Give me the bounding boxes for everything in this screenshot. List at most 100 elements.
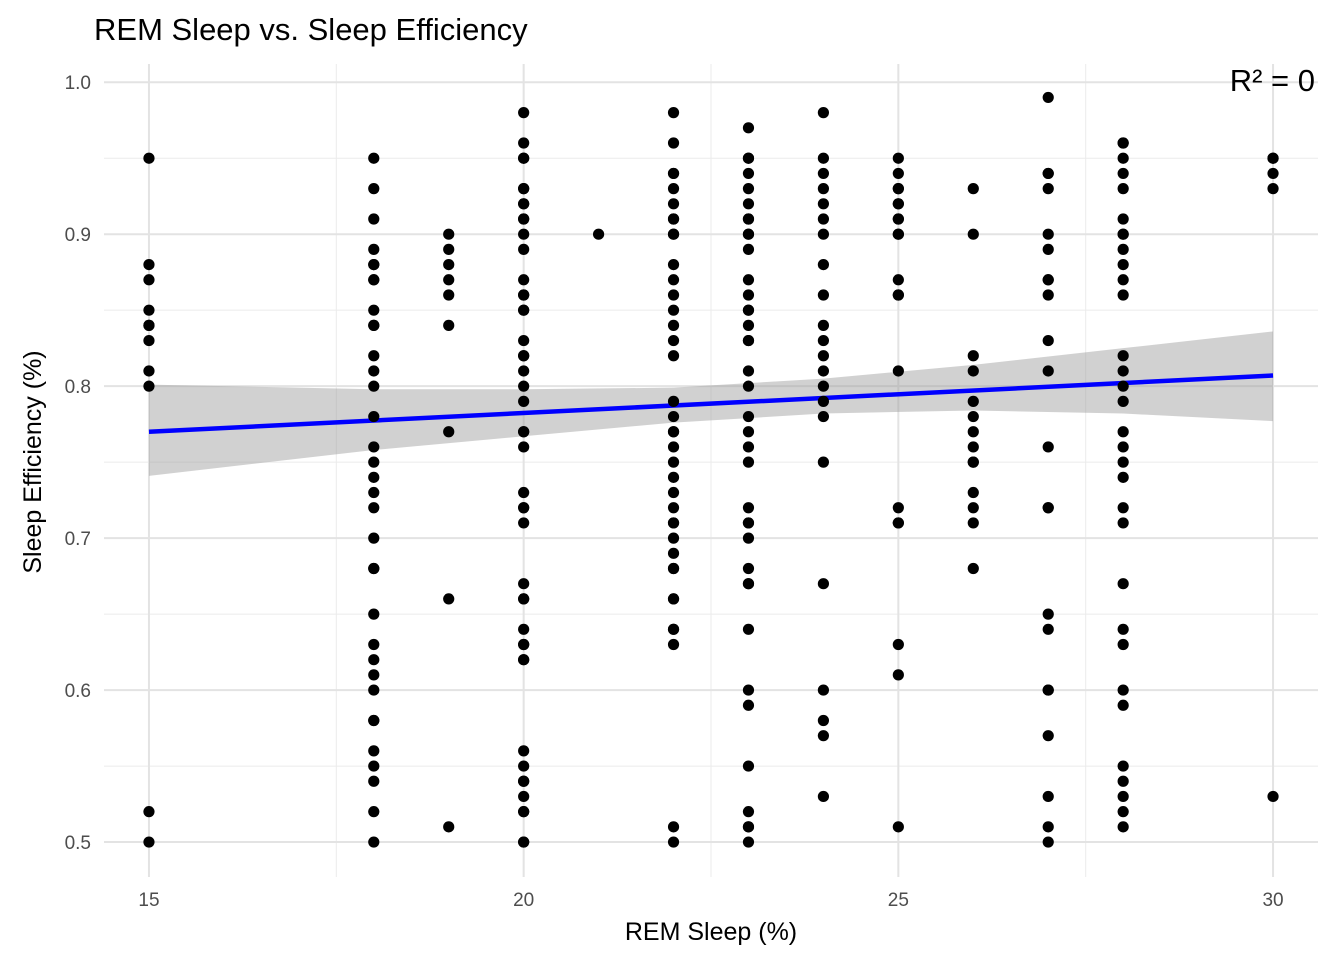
data-point — [742, 578, 755, 590]
data-point — [1042, 821, 1054, 833]
data-point — [817, 395, 830, 407]
data-point — [817, 714, 830, 727]
data-point — [742, 562, 755, 575]
data-point — [518, 593, 530, 605]
data-point — [817, 334, 830, 347]
data-point — [518, 365, 530, 377]
data-point — [1042, 183, 1054, 195]
data-point — [1117, 380, 1129, 392]
data-point — [967, 517, 979, 529]
data-point — [368, 258, 380, 271]
data-point — [742, 836, 755, 848]
data-point — [667, 623, 680, 635]
data-point — [368, 471, 380, 483]
data-point — [368, 304, 380, 316]
data-point — [518, 183, 530, 195]
data-point — [1117, 258, 1129, 271]
data-point — [667, 304, 680, 316]
data-point — [518, 228, 530, 240]
data-point — [892, 517, 904, 529]
data-point — [967, 365, 979, 377]
data-point — [368, 775, 380, 787]
data-point — [892, 228, 904, 240]
y-tick-label: 0.8 — [65, 377, 91, 398]
data-point — [518, 243, 530, 255]
data-point — [742, 228, 755, 240]
data-point — [368, 806, 380, 818]
data-point — [742, 289, 755, 301]
data-point — [368, 274, 380, 286]
data-point — [1042, 608, 1054, 620]
data-point — [443, 821, 455, 833]
data-point — [368, 562, 380, 575]
data-point — [1042, 790, 1054, 803]
data-point — [518, 380, 530, 392]
data-point — [518, 623, 530, 635]
data-point — [1117, 274, 1129, 286]
data-point — [667, 183, 680, 195]
data-point — [967, 410, 979, 423]
data-point — [368, 714, 380, 727]
data-point — [667, 410, 680, 423]
chart-title: REM Sleep vs. Sleep Efficiency — [94, 12, 528, 47]
data-point — [1042, 243, 1054, 255]
data-point — [518, 836, 530, 848]
data-point — [368, 684, 380, 696]
data-point — [667, 441, 680, 453]
data-point — [742, 517, 755, 529]
data-point — [1117, 760, 1129, 772]
data-point — [667, 213, 680, 225]
data-point — [667, 562, 680, 575]
data-point — [1042, 730, 1054, 742]
data-point — [1117, 289, 1129, 301]
data-point — [742, 699, 755, 711]
data-point — [817, 365, 830, 377]
data-point — [817, 578, 830, 590]
data-point — [143, 365, 155, 377]
data-point — [1117, 441, 1129, 453]
data-point — [817, 198, 830, 210]
data-point — [967, 486, 979, 499]
data-point — [518, 304, 530, 316]
data-point — [667, 532, 680, 544]
data-point — [443, 274, 455, 286]
data-point — [667, 289, 680, 301]
data-point — [667, 350, 680, 362]
data-point — [1117, 456, 1129, 468]
data-point — [143, 258, 155, 271]
tick-labels: 15 20 25 30 0.5 0.6 0.7 0.8 0.9 1.0 — [65, 73, 1284, 911]
data-point — [518, 745, 530, 757]
y-tick-label: 0.5 — [65, 833, 91, 854]
data-point — [518, 502, 530, 514]
data-point — [518, 578, 530, 590]
data-point — [967, 228, 979, 240]
data-point — [368, 456, 380, 468]
data-point — [368, 410, 380, 423]
data-point — [667, 274, 680, 286]
data-point — [892, 669, 904, 681]
data-point — [817, 319, 830, 331]
data-point — [892, 821, 904, 833]
grid — [104, 64, 1318, 877]
data-point — [817, 289, 830, 301]
data-point — [742, 441, 755, 453]
data-point — [518, 395, 530, 407]
data-point — [667, 638, 680, 651]
data-point — [1267, 183, 1279, 195]
trend-line-layer — [148, 373, 1274, 434]
data-point — [967, 426, 979, 438]
data-point — [518, 274, 530, 286]
data-point — [368, 532, 380, 544]
data-point — [742, 684, 755, 696]
data-point — [817, 410, 830, 423]
trend-line — [148, 373, 1274, 434]
data-point — [742, 319, 755, 331]
data-point — [667, 517, 680, 529]
data-point — [368, 760, 380, 772]
data-point — [817, 152, 830, 164]
data-point — [817, 380, 830, 392]
data-point — [742, 426, 755, 438]
data-point — [892, 152, 904, 164]
data-point — [667, 502, 680, 514]
data-point — [518, 638, 530, 651]
